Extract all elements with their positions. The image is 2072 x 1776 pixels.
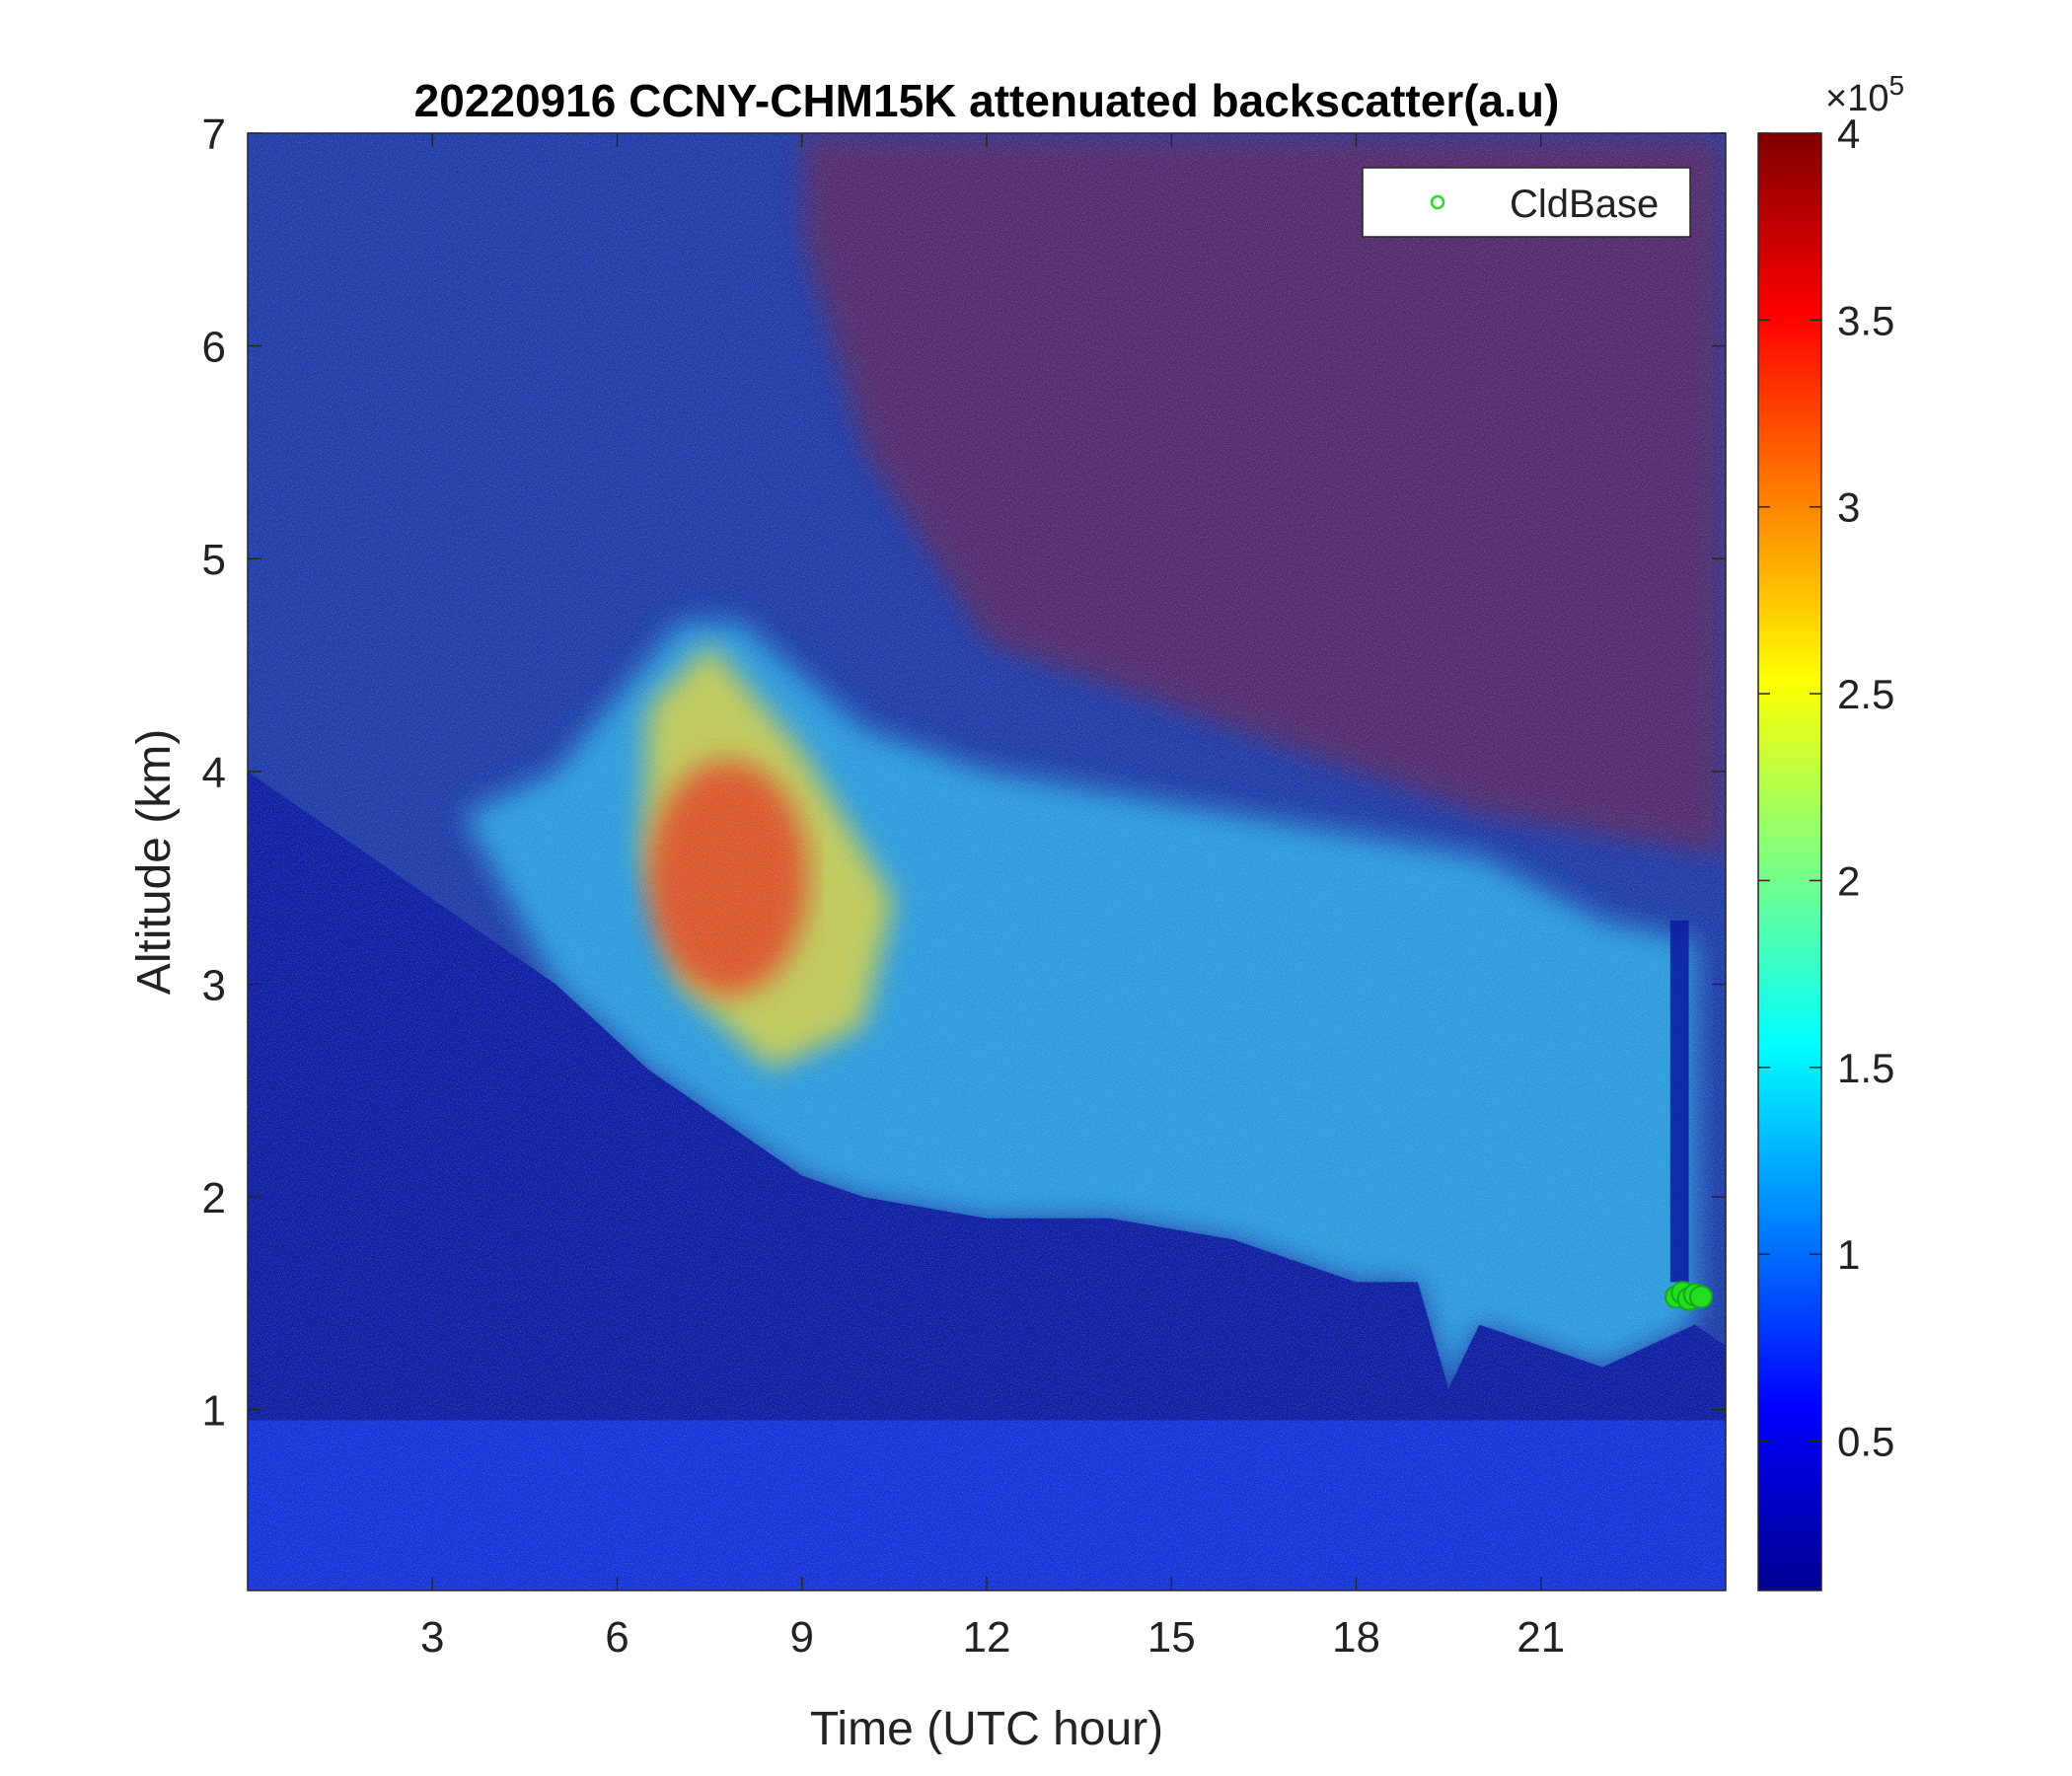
colorbar-tick-label: 3.5 xyxy=(1837,297,1894,343)
colorbar-ticks: 0.5 1 1.5 2 2.5 3 3.5 4 xyxy=(1758,111,1894,1465)
dark-column xyxy=(1669,920,1689,1283)
x-tick-label: 15 xyxy=(1147,1613,1196,1662)
colorbar-multiplier-exponent: 5 xyxy=(1888,70,1904,101)
y-tick-label: 6 xyxy=(202,324,226,372)
x-tick-label: 3 xyxy=(420,1613,444,1662)
x-tick-label: 21 xyxy=(1517,1613,1565,1662)
cldbase-markers xyxy=(1665,1281,1714,1311)
y-tick-label: 4 xyxy=(202,749,226,797)
y-tick-label: 5 xyxy=(202,536,226,584)
colorbar-multiplier-base: ×10 xyxy=(1825,78,1888,119)
x-tick-label: 9 xyxy=(790,1613,814,1662)
x-tick-label: 18 xyxy=(1332,1613,1380,1662)
colorbar-tick-label: 1 xyxy=(1837,1231,1860,1278)
cldbase-point xyxy=(1689,1285,1714,1309)
colorbar-tick-label: 2.5 xyxy=(1837,671,1894,717)
colorbar-gradient xyxy=(1757,132,1822,1591)
noise-speckle xyxy=(248,133,1726,1591)
x-tick-label: 12 xyxy=(963,1613,1011,1662)
chart-title: 20220916 CCNY-CHM15K attenuated backscat… xyxy=(414,75,1560,126)
y-tick-label: 7 xyxy=(202,111,226,159)
legend: CldBase xyxy=(1362,167,1691,238)
y-tick-label: 1 xyxy=(202,1387,226,1436)
x-tick-label: 6 xyxy=(605,1613,629,1662)
colorbar-tick-label: 1.5 xyxy=(1837,1045,1894,1091)
legend-label: CldBase xyxy=(1510,183,1659,226)
y-axis-label: Altitude (km) xyxy=(128,729,181,995)
colorbar-tick-label: 2 xyxy=(1837,857,1860,904)
colorbar-tick-label: 4 xyxy=(1837,111,1860,157)
legend-box xyxy=(1362,167,1691,238)
colorbar-tick-label: 3 xyxy=(1837,484,1860,531)
legend-marker-circle xyxy=(1430,194,1445,210)
x-axis-label: Time (UTC hour) xyxy=(810,1703,1163,1755)
x-axis-ticks: 3 6 9 12 15 18 21 xyxy=(420,133,1565,1662)
colorbar-tick-label: 0.5 xyxy=(1837,1419,1894,1465)
colorbar-multiplier: ×105 xyxy=(1825,70,1904,119)
y-tick-label: 2 xyxy=(202,1174,226,1222)
colorbar: 0.5 1 1.5 2 2.5 3 3.5 4 ×105 xyxy=(1757,70,1904,1591)
y-tick-label: 3 xyxy=(202,961,226,1009)
y-axis-ticks: 1 2 3 4 5 6 7 xyxy=(202,111,1726,1436)
heatmap-field xyxy=(248,133,1726,1591)
